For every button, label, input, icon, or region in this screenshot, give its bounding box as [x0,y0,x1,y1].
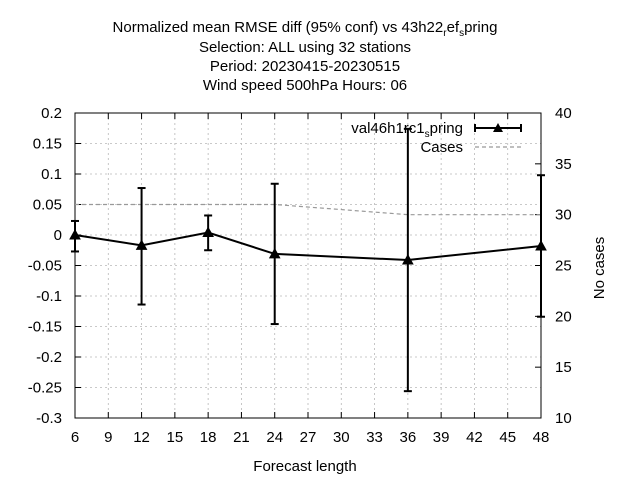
legend: val46h1rc1spring Cases [351,120,522,156]
x-tick-label: 48 [533,429,550,446]
y2-axis-label: No cases [591,237,608,300]
y2-tick-label: 40 [555,105,572,122]
data-point [135,239,148,250]
legend-marker-series-1 [493,123,503,132]
x-tick-label: 39 [433,429,450,446]
x-tick-label: 45 [499,429,516,446]
x-tick-label: 9 [104,429,112,446]
y2-tick-label: 20 [555,308,572,325]
legend-label-series-2: Cases [420,139,463,156]
x-tick-label: 12 [133,429,150,446]
title-line-3: Period: 20230415-20230515 [210,58,400,75]
y2-tick-label: 35 [555,156,572,173]
data-point [69,228,81,240]
y-tick-label: -0.2 [36,349,62,366]
x-tick-label: 33 [366,429,383,446]
data-point [202,226,214,238]
y-tick-label: 0.05 [33,197,62,214]
grid [74,112,542,419]
x-axis-label: Forecast length [253,458,356,475]
x-tick-label: 27 [300,429,317,446]
y-tick-label: -0.05 [28,258,62,275]
y2-tick-label: 30 [555,207,572,224]
y-tick-label: 0 [54,227,62,244]
y-tick-label: 0.2 [41,105,62,122]
y-tick-label: -0.1 [36,288,62,305]
y-tick-label: -0.15 [28,319,62,336]
tick-labels: 6 9 12 15 18 21 24 27 30 33 36 39 42 45 48 0.2 0.15 0.1 0.… [28,105,572,446]
y2-tick-label: 15 [555,359,572,376]
cases-line [75,203,541,216]
y-tick-label: -0.3 [36,410,62,427]
y-tick-label: -0.25 [28,380,62,397]
x-tick-label: 15 [167,429,184,446]
data-point [402,253,414,265]
x-tick-label: 21 [233,429,250,446]
data-point [535,239,547,251]
data-point [268,247,281,259]
legend-label-series-1: val46h1rc1spring [351,120,463,140]
chart-title: Normalized mean RMSE diff (95% conf) vs … [113,19,498,94]
x-tick-label: 6 [71,429,79,446]
title-line-2: Selection: ALL using 32 stations [199,39,411,56]
title-line-4: Wind speed 500hPa Hours: 06 [203,77,407,94]
series [69,127,547,393]
x-tick-label: 30 [333,429,350,446]
y2-tick-label: 10 [555,410,572,427]
y-tick-label: 0.1 [41,166,62,183]
x-tick-label: 24 [266,429,283,446]
series-line [74,231,542,262]
x-tick-label: 42 [466,429,483,446]
x-tick-label: 18 [200,429,217,446]
x-tick-label: 36 [400,429,417,446]
y-tick-label: 0.15 [33,136,62,153]
title-line-1: Normalized mean RMSE diff (95% conf) vs … [113,19,498,39]
y2-tick-label: 25 [555,258,572,275]
